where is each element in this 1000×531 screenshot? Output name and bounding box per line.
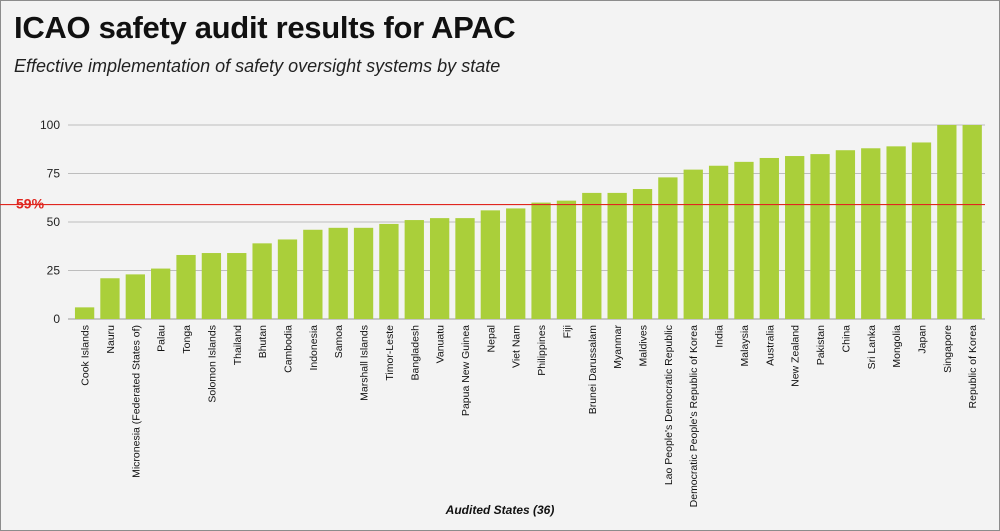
x-tick-label: Papua New Guinea — [460, 325, 472, 416]
bar — [404, 220, 424, 319]
bar — [379, 223, 399, 319]
x-tick-label: Maldives — [638, 325, 650, 366]
x-tick-label: Vanuatu — [435, 325, 447, 363]
x-tick-label: Malaysia — [739, 325, 751, 367]
x-tick-label: Republic of Korea — [967, 325, 979, 409]
bar — [937, 125, 957, 319]
bar — [835, 150, 856, 319]
x-tick-label: New Zealand — [790, 325, 802, 387]
x-tick-label: Cambodia — [282, 325, 294, 373]
x-tick-label: Viet Nam — [511, 325, 523, 368]
x-tick-label: Samoa — [333, 325, 345, 358]
bar — [556, 200, 577, 319]
x-tick-label: Solomon Islands — [206, 325, 218, 403]
chart-subtitle: Effective implementation of safety overs… — [14, 56, 501, 76]
bar — [708, 165, 729, 319]
x-tick-label: Bangladesh — [409, 325, 421, 381]
bar — [151, 268, 171, 319]
bar — [201, 253, 222, 319]
y-tick-label: 100 — [40, 118, 60, 132]
bar — [303, 229, 323, 319]
bar — [861, 148, 881, 319]
bar — [886, 146, 906, 319]
y-tick-label: 25 — [47, 264, 61, 278]
bar — [759, 157, 779, 319]
x-tick-label: Mongolia — [891, 325, 903, 368]
x-tick-label: Lao People's Democratic Republic — [663, 325, 675, 485]
x-tick-label: Philippines — [536, 325, 548, 376]
x-tick-label: Timor-Leste — [384, 325, 396, 381]
x-tick-label: Australia — [764, 325, 776, 366]
bar — [531, 202, 551, 319]
bar — [277, 239, 298, 319]
x-tick-label: Bhutan — [257, 325, 269, 358]
bar — [429, 218, 450, 319]
y-tick-label: 50 — [47, 215, 61, 229]
bar — [125, 274, 145, 319]
bar — [353, 227, 374, 319]
x-tick-label: Pakistan — [815, 325, 827, 365]
x-tick-label: China — [840, 325, 852, 353]
x-tick-label: Tonga — [181, 325, 193, 354]
chart-title: ICAO safety audit results for APAC — [14, 10, 516, 45]
bar — [252, 243, 272, 319]
bar — [658, 177, 678, 319]
bar — [582, 192, 602, 319]
bar — [328, 227, 348, 319]
bar — [785, 156, 805, 319]
x-tick-label: Fiji — [561, 325, 573, 338]
x-tick-label: Cook Islands — [80, 325, 92, 386]
x-tick-label: Sri Lanka — [866, 325, 878, 370]
bar — [176, 254, 196, 319]
y-tick-label: 75 — [47, 167, 61, 181]
x-tick-label: Micronesia (Federated States of) — [130, 325, 142, 478]
x-tick-label: Japan — [916, 325, 928, 354]
bar — [607, 192, 627, 319]
reference-line-label: 59% — [16, 196, 45, 212]
bar — [962, 125, 982, 319]
bar — [911, 142, 932, 319]
x-tick-label: Nauru — [105, 325, 117, 354]
bar — [74, 307, 95, 319]
bar — [227, 253, 247, 319]
x-tick-label: Nepal — [485, 325, 497, 352]
bar — [455, 218, 475, 319]
bar — [480, 210, 501, 319]
bar — [734, 161, 754, 319]
x-tick-label: Marshall Islands — [359, 325, 371, 401]
x-tick-label: Singapore — [942, 325, 954, 373]
x-tick-label: India — [714, 325, 726, 348]
bar — [810, 154, 830, 319]
y-tick-label: 0 — [53, 312, 60, 326]
bar — [632, 189, 653, 319]
x-tick-label: Palau — [156, 325, 168, 352]
bar — [683, 169, 703, 319]
bar — [100, 278, 120, 319]
x-tick-label: Thailand — [232, 325, 244, 365]
x-axis-label: Audited States (36) — [445, 503, 555, 517]
bar — [506, 208, 526, 319]
x-tick-label: Myanmar — [612, 325, 624, 369]
x-tick-label: Indonesia — [308, 325, 320, 371]
x-tick-label: Brunei Darussalam — [587, 325, 599, 415]
x-tick-label: Democratic People's Republic of Korea — [688, 325, 700, 508]
